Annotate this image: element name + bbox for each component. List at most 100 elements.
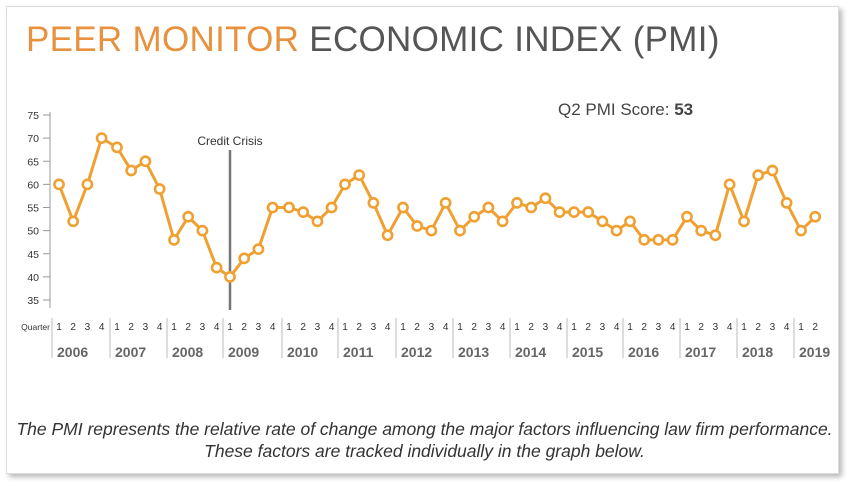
pmi-data-point [53, 178, 65, 191]
quarter-tick-label: 3 [200, 322, 206, 333]
quarter-tick-label: 2 [528, 322, 534, 333]
quarter-tick-label: 2 [698, 322, 704, 333]
quarter-tick-label: 4 [614, 322, 620, 333]
pmi-data-point [381, 229, 394, 242]
quarter-tick-label: 4 [157, 322, 163, 333]
quarter-tick-label: 2 [471, 322, 477, 333]
y-tick-label: 40 [27, 272, 39, 284]
y-tick-label: 45 [27, 249, 39, 261]
quarter-tick-label: 2 [241, 322, 247, 333]
quarter-tick-label: 3 [143, 322, 149, 333]
quarter-tick-label: 4 [270, 322, 276, 333]
pmi-data-point [125, 164, 138, 177]
pmi-data-point [311, 215, 324, 228]
pmi-data-point [652, 233, 665, 246]
quarter-tick-label: 1 [457, 322, 463, 333]
pmi-score-label: Q2 PMI Score: [558, 100, 670, 119]
pmi-data-point [568, 206, 580, 219]
quarter-tick-label: 1 [684, 322, 690, 333]
pmi-data-point [539, 192, 552, 205]
pmi-data-point [252, 243, 265, 256]
quarter-tick-label: 2 [755, 322, 761, 333]
pmi-data-point [411, 220, 424, 232]
year-label: 2013 [458, 344, 489, 360]
quarter-tick-label: 2 [70, 322, 76, 333]
pmi-data-point [468, 210, 481, 223]
pmi-data-point [283, 201, 295, 214]
quarter-tick-label: 3 [713, 322, 719, 333]
quarter-tick-label: 1 [571, 322, 577, 333]
quarter-tick-label: 4 [214, 322, 220, 333]
quarter-tick-label: 2 [585, 322, 591, 333]
quarter-tick-label: 1 [400, 322, 406, 333]
page-title: PEER MONITOR ECONOMIC INDEX (PMI) [26, 22, 720, 57]
pmi-data-point [809, 210, 822, 223]
quarter-tick-label: 3 [486, 322, 492, 333]
quarter-tick-label: 4 [557, 322, 563, 333]
y-tick-label: 50 [27, 226, 39, 238]
year-label: 2010 [287, 344, 318, 360]
pmi-data-point [139, 155, 152, 168]
quarter-tick-label: 3 [770, 322, 776, 333]
title-accent: PEER MONITOR [26, 20, 300, 59]
quarter-tick-label: 1 [114, 322, 120, 333]
pmi-data-point [266, 201, 279, 214]
quarter-tick-label: 3 [371, 322, 377, 333]
quarter-tick-label: 4 [784, 322, 790, 333]
pmi-data-point [666, 233, 679, 246]
pmi-data-point [511, 196, 523, 209]
y-tick-label: 65 [27, 156, 39, 168]
quarter-tick-label: 1 [171, 322, 177, 333]
pmi-data-point [454, 224, 466, 237]
quarter-tick-label: 1 [741, 322, 747, 333]
year-label: 2008 [172, 344, 203, 360]
quarter-tick-label: 1 [286, 322, 292, 333]
quarter-tick-label: 2 [641, 322, 647, 333]
pmi-data-point [610, 224, 623, 237]
pmi-data-point [596, 215, 609, 228]
pmi-data-point [153, 183, 166, 195]
year-label: 2017 [685, 344, 716, 360]
quarter-tick-label: 2 [185, 322, 191, 333]
y-tick-label: 35 [27, 295, 39, 307]
quarter-axis-label: Quarter [21, 322, 50, 332]
y-tick-label: 55 [27, 203, 39, 215]
quarter-tick-label: 1 [627, 322, 633, 333]
quarter-tick-label: 3 [543, 322, 549, 333]
pmi-data-point [353, 169, 366, 182]
year-label: 2015 [572, 344, 603, 360]
pmi-data-point [397, 201, 409, 214]
quarter-tick-label: 4 [500, 322, 506, 333]
quarter-tick-label: 3 [256, 322, 262, 333]
quarter-tick-label: 2 [414, 322, 420, 333]
year-label: 2012 [401, 344, 432, 360]
quarter-tick-label: 1 [342, 322, 348, 333]
pmi-data-point [553, 206, 566, 219]
quarter-tick-label: 2 [300, 322, 306, 333]
pmi-data-point [695, 224, 708, 237]
pmi-data-point [425, 224, 438, 237]
pmi-data-point [795, 224, 807, 237]
credit-crisis-label: Credit Crisis [197, 134, 262, 148]
pmi-data-point [624, 215, 636, 228]
pmi-data-point [339, 178, 351, 191]
quarter-tick-label: 4 [385, 322, 391, 333]
pmi-data-point [482, 201, 495, 214]
pmi-data-point [210, 261, 223, 274]
y-tick-label: 60 [27, 179, 39, 191]
pmi-data-point [723, 178, 736, 191]
chart-caption: The PMI represents the relative rate of … [16, 419, 833, 461]
pmi-data-point [111, 141, 123, 154]
pmi-data-point [681, 210, 693, 223]
pmi-data-point [67, 215, 80, 228]
quarter-tick-label: 1 [227, 322, 233, 333]
quarter-tick-label: 4 [443, 322, 449, 333]
year-label: 2009 [228, 344, 259, 360]
pmi-data-point [709, 229, 722, 242]
quarter-tick-label: 1 [798, 322, 804, 333]
quarter-tick-label: 3 [600, 322, 606, 333]
pmi-data-point [638, 233, 651, 246]
year-label: 2019 [799, 344, 830, 360]
pmi-data-point [238, 252, 251, 265]
